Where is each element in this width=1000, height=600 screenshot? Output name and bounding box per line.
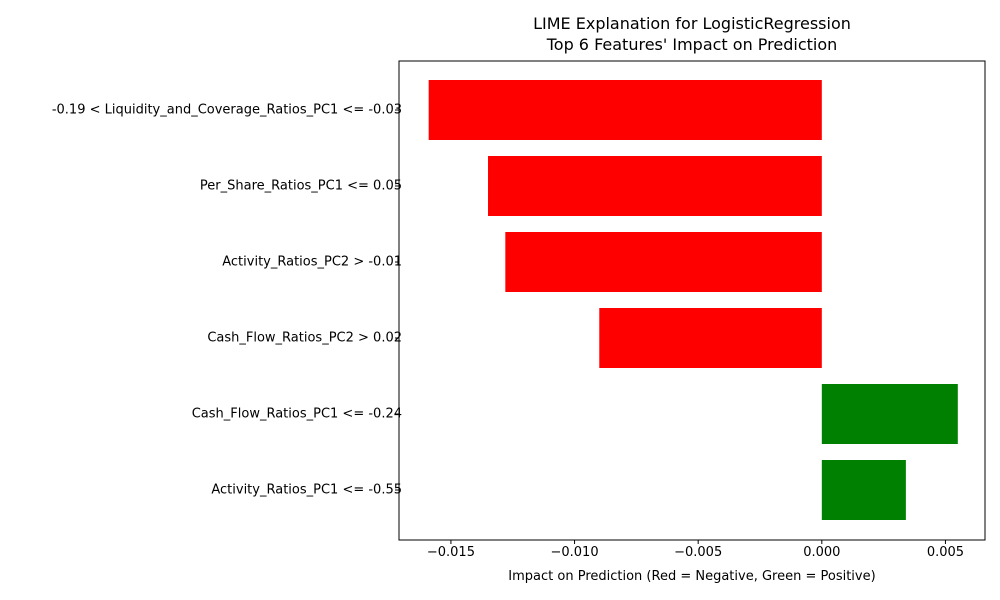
- bar-3: [505, 232, 822, 292]
- x-tick-label-5: 0.005: [926, 545, 965, 560]
- x-tick-label-1: −0.015: [426, 545, 475, 560]
- tick-marks: [450, 540, 946, 544]
- y-tick-label-3: Activity_Ratios_PC2 > -0.01: [222, 254, 402, 270]
- x-tick-label-4: 0.000: [803, 545, 841, 560]
- bars-group: [395, 80, 958, 520]
- bar-5: [821, 384, 958, 444]
- chart-title-line-1: LIME Explanation for LogisticRegression: [533, 14, 851, 33]
- x-tick-label-2: −0.010: [550, 545, 599, 560]
- x-axis-label: Impact on Prediction (Red = Negative, Gr…: [508, 569, 876, 584]
- y-tick-label-2: Per_Share_Ratios_PC1 <= 0.05: [199, 178, 402, 194]
- bar-4: [599, 308, 822, 368]
- y-tick-label-4: Cash_Flow_Ratios_PC2 > 0.02: [207, 330, 402, 346]
- plot-frame: [398, 60, 986, 541]
- bar-6: [821, 460, 906, 520]
- y-tick-label-5: Cash_Flow_Ratios_PC1 <= -0.24: [191, 406, 402, 422]
- chart-title-line-2: Top 6 Features' Impact on Prediction: [546, 35, 838, 54]
- y-tick-label-1: -0.19 < Liquidity_and_Coverage_Ratios_PC…: [51, 102, 402, 118]
- bar-2: [488, 156, 822, 216]
- y-tick-label-6: Activity_Ratios_PC1 <= -0.55: [211, 482, 402, 498]
- bar-1: [428, 80, 822, 140]
- x-tick-label-3: −0.005: [674, 545, 723, 560]
